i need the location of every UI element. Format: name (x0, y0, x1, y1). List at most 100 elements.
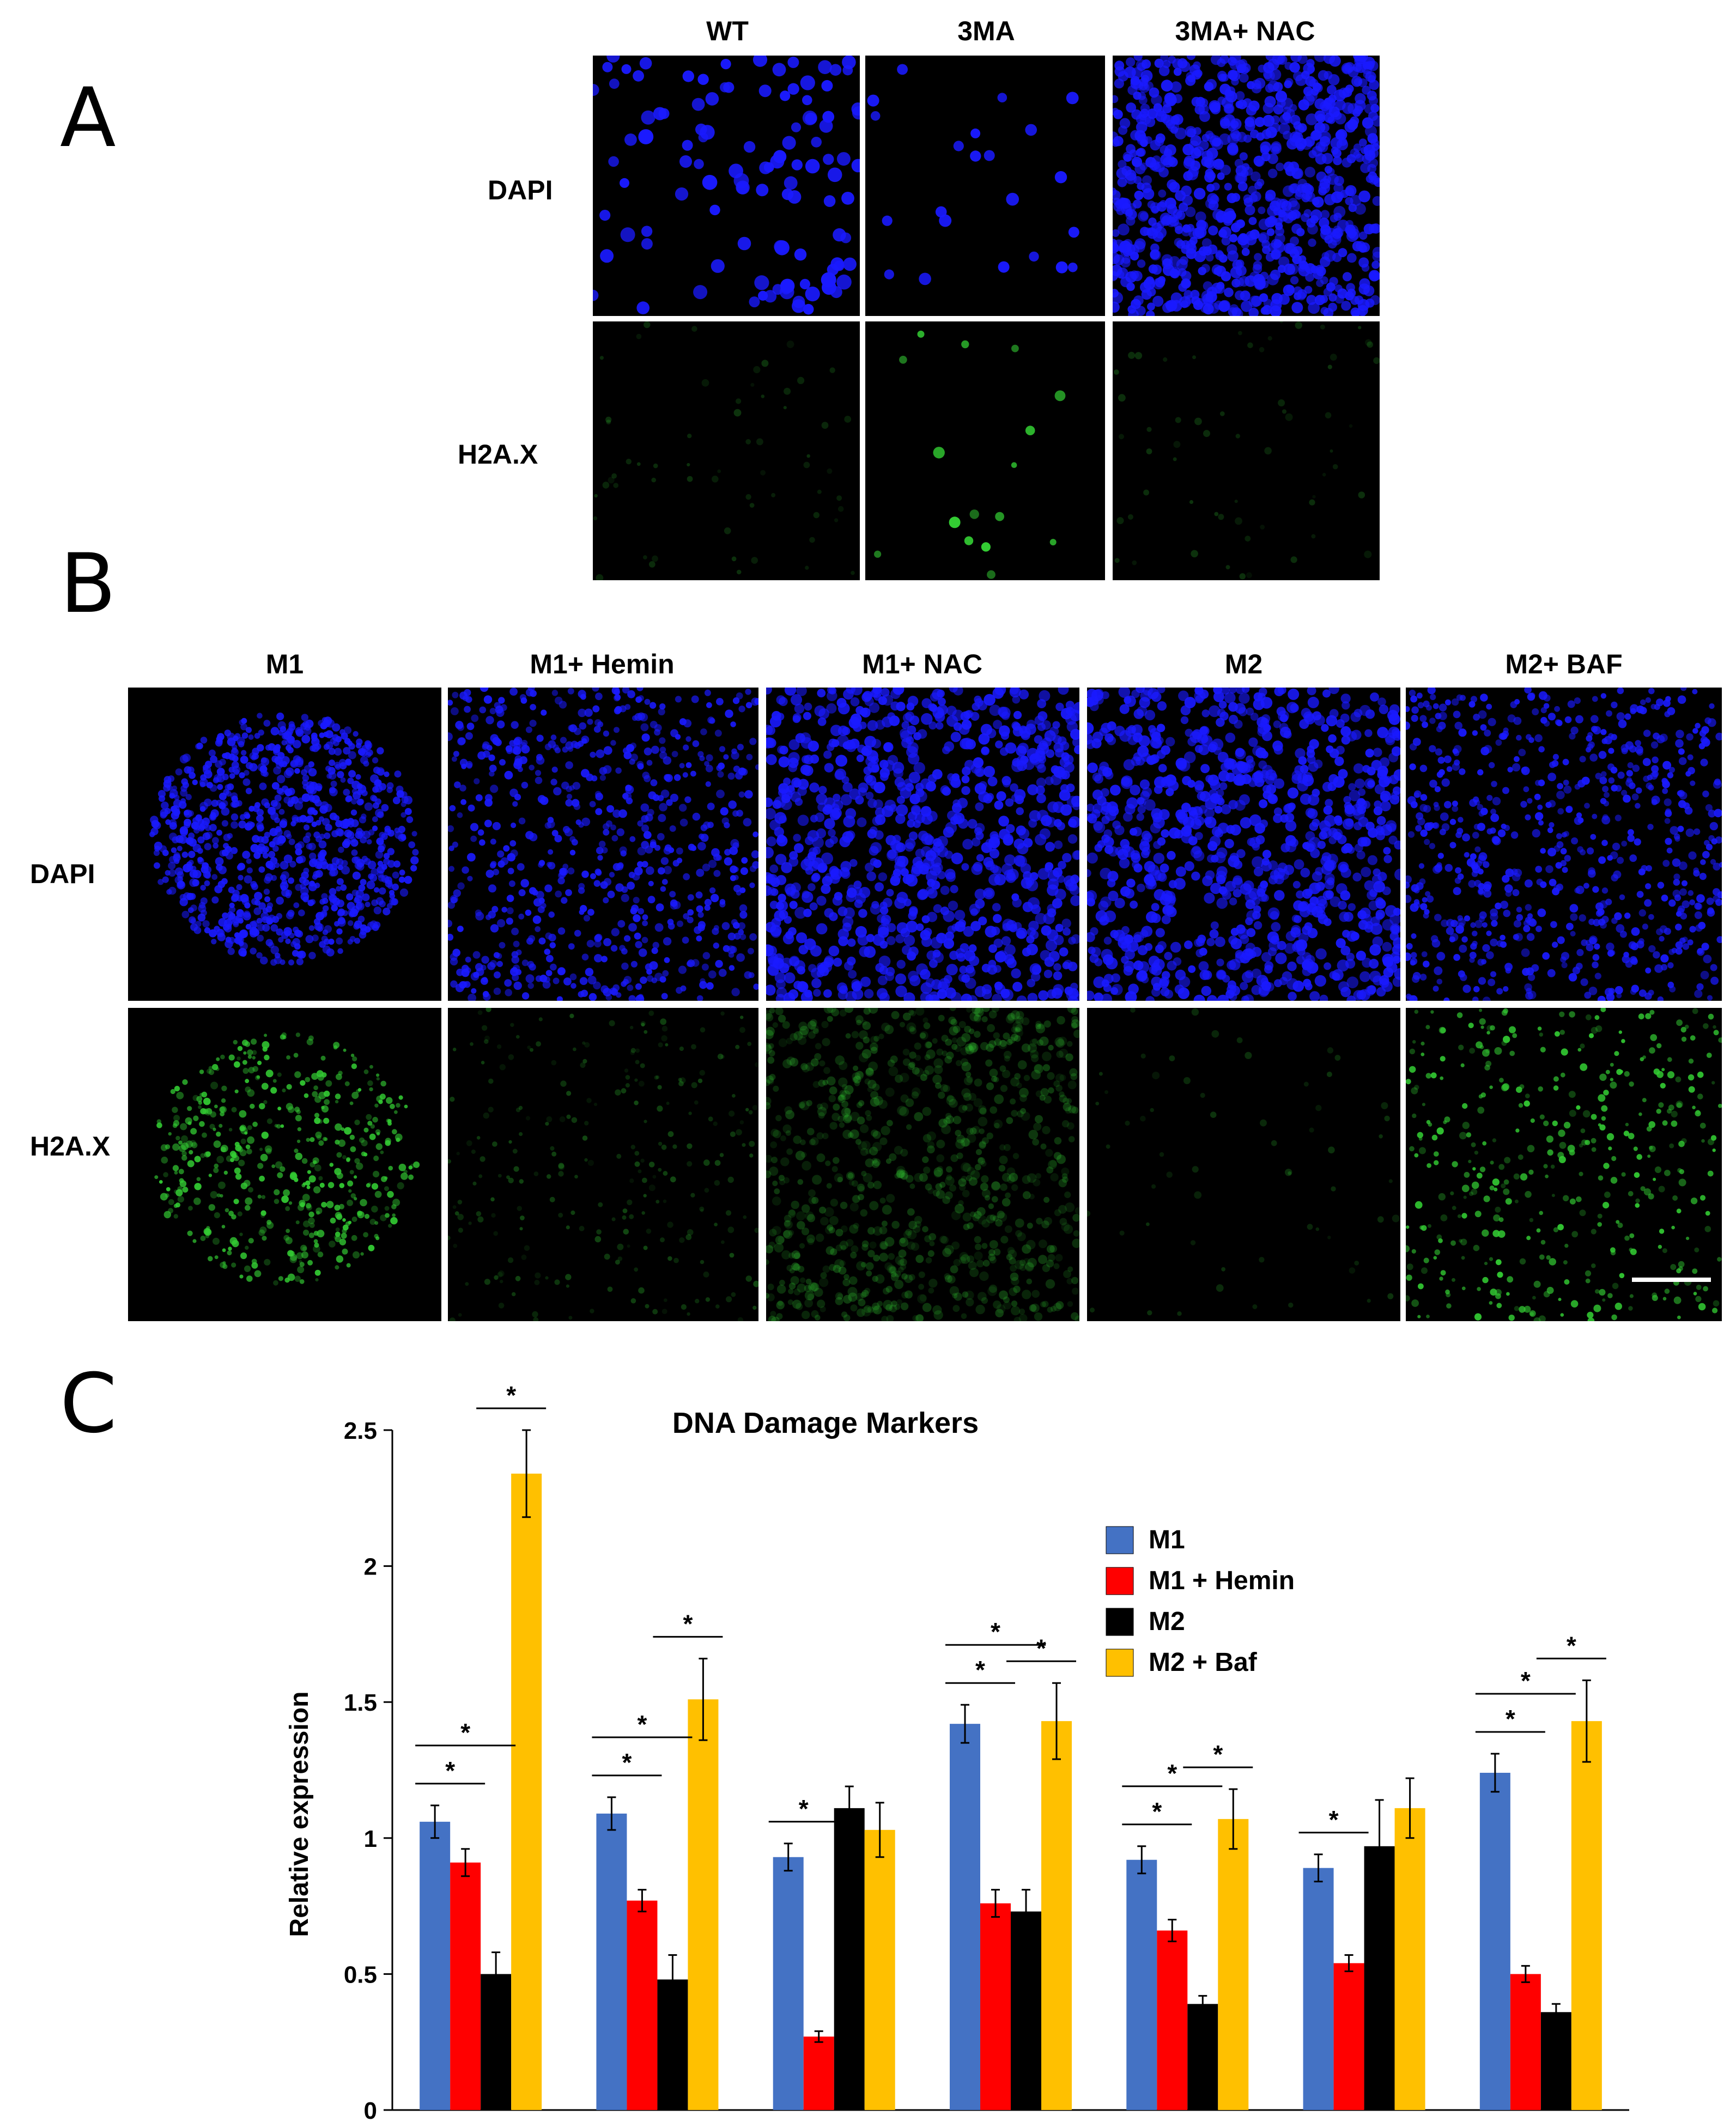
chart-title: DNA Damage Markers (672, 1407, 979, 1439)
h2ax-texture (1114, 321, 1380, 580)
panel-b-col-header-m2: M2 (1224, 649, 1263, 679)
legend-label: M2 + Baf (1149, 1648, 1258, 1677)
significance-star: * (1152, 1797, 1162, 1826)
bar-rad23-m2 (1011, 1911, 1041, 2110)
dapi-texture (593, 56, 860, 315)
y-tick-label: 2.5 (344, 1418, 377, 1444)
significance-star: * (799, 1795, 809, 1823)
bar-atm-m2-baf (511, 1473, 542, 2110)
y-tick-label: 0 (364, 2097, 377, 2124)
x-tick-label: H2AX (802, 2126, 866, 2128)
bar-ung-m1-hemin (1333, 1963, 1364, 2110)
y-tick-label: 1.5 (344, 1689, 377, 1716)
micrograph-a-3ma-nac-dapi (1113, 56, 1380, 316)
h2ax-texture (593, 321, 855, 580)
bar-atr-m1-hemin (627, 1900, 658, 2110)
significance-star: * (637, 1710, 647, 1738)
bar-atm-m2 (481, 1974, 512, 2110)
micrograph-b-m1-nac-h2ax (766, 1008, 1079, 1321)
legend-label: M1 (1149, 1525, 1185, 1554)
bar-ddb1-m1-hemin (1510, 1974, 1541, 2110)
y-axis-label: Relative expression (285, 1692, 314, 1937)
bar-rad50-m2 (1187, 2004, 1218, 2110)
micrograph-a-wt-h2ax (593, 321, 860, 580)
significance-star: * (683, 1609, 693, 1638)
bar-atm-m1 (420, 1821, 451, 2110)
legend-swatch (1106, 1608, 1134, 1636)
bar-ung-m2-baf (1394, 1808, 1425, 2110)
micrograph-b-m2-h2ax (1087, 1008, 1400, 1321)
bar-rad50-m1 (1126, 1859, 1157, 2110)
micrograph-b-m1-nac-dapi (766, 688, 1079, 1001)
panel-a-col-header-wt: WT (706, 16, 749, 46)
significance-star: * (1521, 1667, 1531, 1695)
legend-label: M1 + Hemin (1149, 1566, 1295, 1595)
panel-b-col-header-m1: M1 (265, 649, 304, 679)
panel-b-col-header-m1-nac: M1+ NAC (862, 649, 982, 679)
bar-atr-m2-baf (688, 1699, 719, 2110)
legend-swatch (1106, 1649, 1134, 1677)
significance-star: * (1213, 1740, 1223, 1768)
micrograph-a-3ma-h2ax (865, 321, 1105, 580)
panel-a-col-header-3ma: 3MA (957, 16, 1015, 46)
significance-star: * (1567, 1631, 1576, 1659)
panel-a-row-label-h2ax: H2A.X (458, 439, 538, 470)
significance-star: * (1167, 1759, 1177, 1787)
dapi-texture (766, 688, 1079, 1001)
x-tick-label: RAD50 (1148, 2126, 1227, 2128)
significance-star: * (1329, 1805, 1339, 1834)
y-tick-label: 2 (364, 1554, 377, 1580)
panel-a-row-label-dapi: DAPI (488, 175, 553, 205)
dapi-texture (1087, 688, 1400, 1001)
micrograph-b-m2-baf-dapi (1406, 688, 1722, 1001)
significance-star: * (506, 1381, 516, 1409)
bar-ddb1-m2-baf (1571, 1721, 1602, 2110)
panel-b-letter: B (60, 537, 116, 631)
x-tick-label: RAD23 (972, 2126, 1050, 2128)
significance-star: * (975, 1656, 985, 1684)
x-tick-label: ATR (634, 2126, 681, 2128)
bar-rad23-m1-hemin (980, 1903, 1011, 2110)
significance-star: * (445, 1756, 455, 1785)
bar-rad23-m1 (950, 1724, 980, 2110)
x-tick-label: ATM (456, 2126, 506, 2128)
h2ax-texture (766, 1008, 1079, 1321)
significance-star: * (622, 1748, 632, 1777)
micrograph-b-m1-hemin-h2ax (448, 1008, 758, 1321)
scale-bar (1632, 1278, 1711, 1282)
micrograph-a-wt-dapi (593, 56, 860, 316)
micrograph-b-m1-dapi (128, 688, 441, 1001)
panel-b-col-header-m2-baf: M2+ BAF (1505, 649, 1623, 679)
bar-ung-m1 (1303, 1868, 1334, 2110)
dapi-texture (1406, 688, 1722, 1001)
bar-h2ax-m2-baf (864, 1829, 895, 2110)
panel-b-row-label-h2ax: H2A.X (30, 1131, 111, 1162)
y-tick-label: 0.5 (344, 1961, 377, 1988)
micrograph-a-3ma-dapi (865, 56, 1105, 316)
micrograph-a-3ma-nac-h2ax (1113, 321, 1380, 580)
bar-ddb1-m2 (1540, 2012, 1571, 2110)
bar-rad50-m2-baf (1218, 1819, 1249, 2110)
legend-label: M2 (1149, 1607, 1185, 1636)
bar-h2ax-m1-hemin (803, 2036, 834, 2110)
bar-h2ax-m1 (773, 1857, 804, 2110)
significance-star: * (460, 1718, 470, 1747)
dna-damage-bar-chart: DNA Damage Markers Relative expression 0… (285, 1381, 1629, 2128)
bar-rad23-m2-baf (1041, 1721, 1072, 2110)
panel-b-row-label-dapi: DAPI (30, 859, 95, 889)
bar-ddb1-m1 (1479, 1772, 1510, 2110)
legend-swatch (1106, 1526, 1134, 1554)
legend-swatch (1106, 1567, 1134, 1595)
y-tick-label: 1 (364, 1826, 377, 1852)
dapi-texture (867, 64, 1079, 285)
panel-b-col-header-m1-hemin: M1+ Hemin (530, 649, 675, 679)
dapi-texture (149, 712, 419, 966)
significance-star: * (991, 1618, 1000, 1646)
micrograph-b-m2-dapi (1087, 688, 1400, 1001)
bar-atr-m1 (596, 1813, 627, 2110)
bar-atm-m1-hemin (450, 1862, 481, 2110)
panel-a-col-header-3ma-nac: 3MA+ NAC (1175, 16, 1315, 46)
micrograph-b-m1-hemin-dapi (448, 688, 758, 1001)
h2ax-texture (1406, 1008, 1722, 1321)
micrograph-b-m1-h2ax (128, 1008, 441, 1321)
